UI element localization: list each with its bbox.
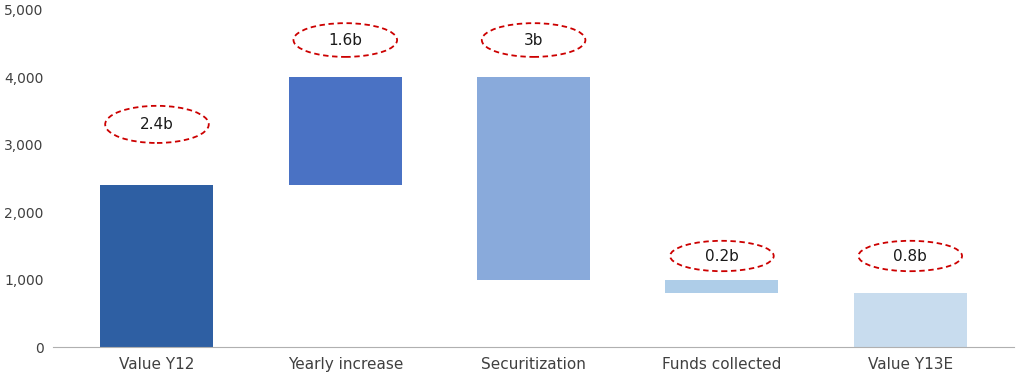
Text: 1.6b: 1.6b	[328, 33, 362, 47]
Bar	[289, 77, 402, 185]
Text: 0.8b: 0.8b	[894, 249, 927, 264]
Bar	[666, 280, 779, 293]
Text: 0.2b: 0.2b	[705, 249, 739, 264]
Bar	[101, 185, 214, 347]
Bar	[477, 77, 590, 280]
Bar	[854, 293, 967, 347]
Text: 3b: 3b	[524, 33, 544, 47]
Text: 2.4b: 2.4b	[140, 117, 174, 132]
